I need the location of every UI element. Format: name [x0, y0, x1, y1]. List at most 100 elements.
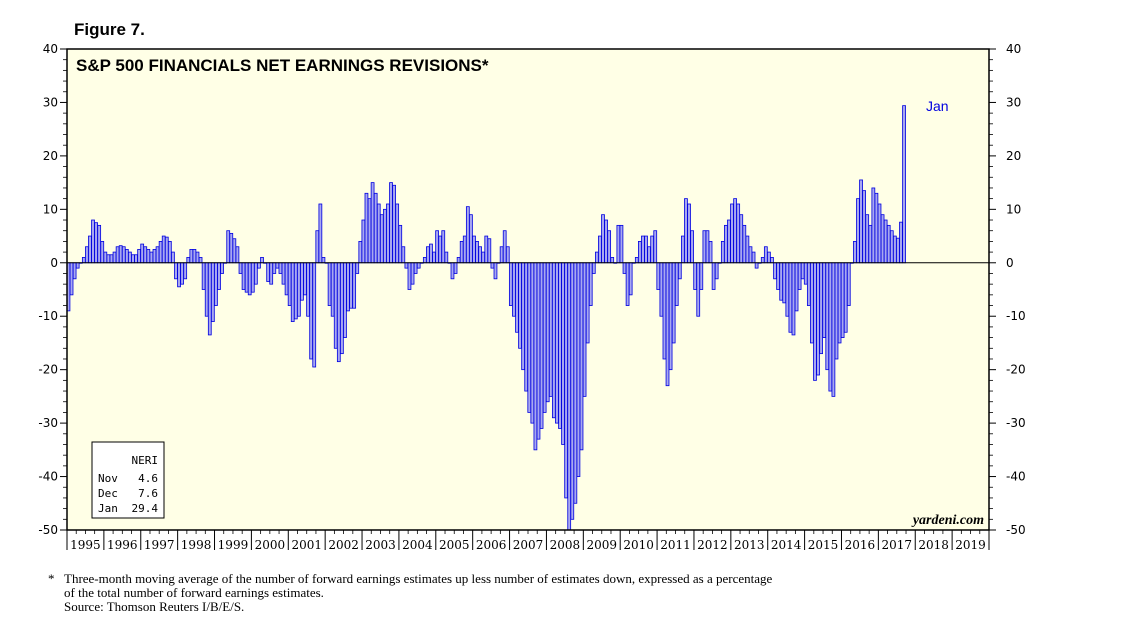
bar — [831, 262, 836, 397]
bar — [435, 230, 439, 264]
bar — [499, 246, 504, 264]
y-tick-label-left: 10 — [43, 202, 58, 216]
bar — [591, 262, 596, 274]
bar — [210, 262, 215, 322]
bar — [128, 251, 132, 264]
x-tick-label: 1995 — [70, 538, 101, 552]
bar — [622, 262, 627, 274]
legend-box: NERI Nov 4.6 Dec 7.6 Jan 29.4 — [91, 441, 165, 519]
bar — [800, 262, 805, 280]
bar — [404, 262, 409, 269]
bar — [705, 230, 710, 264]
bar — [441, 230, 446, 264]
bar — [656, 262, 661, 290]
bar — [244, 262, 249, 293]
bar — [502, 230, 507, 264]
bar — [893, 235, 897, 264]
bar — [293, 262, 298, 320]
bar — [690, 230, 694, 264]
x-tick-label: 2004 — [402, 538, 433, 552]
bar — [555, 262, 559, 424]
bar — [167, 240, 172, 264]
bar — [416, 262, 421, 269]
bar — [287, 262, 292, 306]
x-tick-label: 2016 — [845, 538, 876, 552]
bar — [257, 262, 261, 269]
bar — [297, 262, 301, 317]
bar — [475, 240, 479, 264]
bar — [149, 251, 154, 264]
bar — [779, 262, 784, 301]
chart-title: S&P 500 FINANCIALS NET EARNINGS REVISION… — [76, 56, 489, 75]
bar — [487, 238, 492, 264]
bar — [662, 262, 667, 360]
bar — [217, 262, 221, 290]
bar — [247, 262, 252, 296]
bar — [192, 249, 197, 264]
bar — [426, 246, 430, 264]
bar — [819, 262, 823, 355]
bar — [386, 203, 390, 264]
x-tick-label: 2012 — [697, 538, 728, 552]
bar — [619, 224, 624, 264]
bar — [677, 262, 682, 280]
bar — [229, 232, 234, 264]
bar — [868, 224, 873, 264]
footnote-source: Source: Thomson Reuters I/B/E/S. — [64, 599, 245, 614]
bar — [595, 251, 599, 264]
bar — [413, 262, 418, 274]
bar — [158, 240, 163, 264]
bar — [312, 262, 317, 368]
bar — [601, 214, 605, 264]
bar — [708, 240, 713, 264]
bar — [137, 249, 141, 264]
x-tick-label: 2006 — [476, 538, 507, 552]
bar — [674, 262, 679, 306]
x-tick-label: 1998 — [181, 538, 212, 552]
bar — [754, 262, 759, 269]
bar — [794, 262, 799, 312]
bar — [85, 246, 89, 264]
bar — [364, 192, 369, 264]
bar — [665, 262, 670, 387]
bar — [625, 262, 630, 306]
bar — [124, 249, 129, 264]
bar — [115, 246, 120, 264]
bar — [472, 235, 476, 264]
y-tick-label-left: -50 — [38, 523, 58, 537]
footnote-line-1: Three-month moving average of the number… — [64, 571, 773, 586]
bar — [533, 262, 538, 451]
bar — [361, 219, 366, 264]
bar — [303, 262, 307, 296]
bar — [186, 257, 191, 264]
bar — [714, 262, 719, 280]
bar — [610, 257, 615, 264]
x-tick-label: 2002 — [328, 538, 359, 552]
bar — [91, 219, 95, 264]
bar — [773, 262, 777, 280]
bar — [171, 251, 175, 264]
bar — [530, 262, 535, 424]
bar — [515, 262, 519, 333]
bar — [327, 262, 332, 306]
bar — [810, 262, 814, 344]
bar — [349, 262, 353, 309]
bar — [250, 262, 255, 293]
bar — [226, 230, 231, 264]
bar — [253, 262, 258, 285]
x-tick-label: 2003 — [365, 538, 396, 552]
bar — [410, 262, 415, 285]
bar — [782, 262, 787, 304]
bar — [745, 235, 750, 264]
bar — [702, 230, 707, 264]
bar — [770, 257, 774, 264]
x-tick-label: 2005 — [439, 538, 470, 552]
bar — [383, 208, 387, 264]
bar — [767, 251, 771, 264]
y-tick-label-right: 30 — [1006, 95, 1021, 109]
bar — [791, 262, 796, 336]
bar — [478, 246, 482, 264]
bar — [797, 262, 802, 290]
bar — [785, 262, 790, 317]
bar — [352, 262, 357, 309]
